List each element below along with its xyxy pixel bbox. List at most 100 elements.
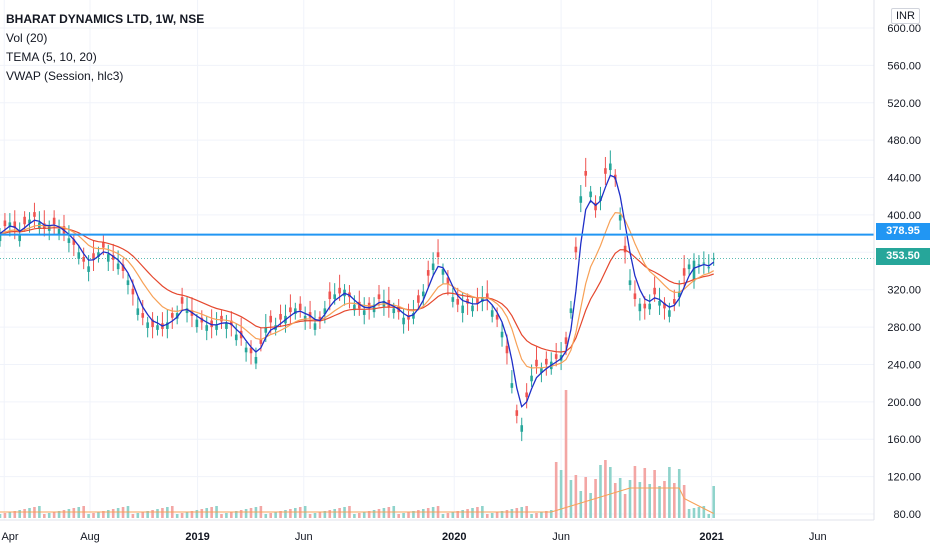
volume-bar: [677, 469, 681, 518]
volume-bar: [545, 511, 548, 518]
candle-body: [505, 345, 509, 354]
volume-bar: [589, 493, 592, 518]
volume-bar: [584, 477, 588, 518]
candle-body: [3, 220, 7, 227]
candle-body: [166, 322, 169, 329]
candle-body: [663, 302, 666, 309]
volume-bar: [456, 511, 460, 518]
candle-body: [13, 221, 17, 229]
volume-bar: [230, 512, 233, 518]
candle-body: [269, 315, 273, 323]
candle-body: [495, 314, 499, 320]
volume-bar: [451, 512, 455, 518]
volume-bar: [358, 513, 361, 518]
candle-body: [594, 202, 597, 211]
volume-bar: [161, 508, 164, 518]
candle-body: [170, 313, 174, 318]
candle-body: [520, 425, 524, 432]
horizontal-line-price-label: 378.95: [876, 223, 930, 240]
volume-bar: [111, 509, 115, 518]
candle-body: [215, 325, 218, 330]
volume-bar: [353, 514, 356, 518]
candle-body: [392, 308, 396, 314]
volume-bar: [382, 508, 386, 518]
y-tick-label: 120.00: [887, 472, 921, 484]
y-tick-label: 200.00: [887, 397, 921, 409]
volume-bar: [618, 478, 622, 518]
candle-body: [0, 233, 2, 242]
volume-bar: [643, 468, 647, 518]
last-close-price-label: 353.50: [876, 248, 930, 265]
volume-bar: [648, 484, 651, 518]
x-tick-label: Jun: [552, 531, 570, 543]
y-axis: 80.00 120.00 160.00 200.00 240.00 280.00 320.0…: [873, 0, 921, 521]
chart-legend: BHARAT DYNAMICS LTD, 1W, NSE Vol (20) TE…: [6, 10, 204, 86]
candle-body: [623, 245, 627, 253]
volume-bar: [92, 513, 95, 518]
candle-body: [653, 287, 656, 295]
candle-body: [618, 214, 622, 221]
candle-body: [510, 383, 514, 388]
volume-bar: [284, 510, 287, 518]
candle-body: [564, 337, 568, 344]
candle-body: [456, 299, 460, 305]
candle-body: [200, 317, 204, 323]
y-tick-label: 160.00: [887, 434, 921, 446]
candle-body: [446, 277, 450, 285]
volume-bar: [225, 513, 228, 518]
currency-badge[interactable]: INR: [891, 8, 920, 24]
candle-body: [402, 317, 405, 325]
volume-bar: [333, 509, 336, 518]
volume-bar: [3, 513, 7, 518]
volume-bar: [289, 509, 292, 518]
volume-bar: [638, 482, 642, 518]
candle-body: [82, 256, 85, 262]
candle-body: [692, 260, 696, 282]
volume-bar: [52, 512, 56, 518]
candle-body: [77, 252, 81, 259]
candle-body: [106, 254, 110, 262]
candle-body: [668, 310, 671, 317]
volume-bar: [338, 508, 341, 518]
candle-body: [313, 323, 317, 330]
candle-body: [323, 308, 327, 314]
volume-bar: [264, 514, 268, 518]
candle-body: [57, 228, 61, 235]
candle-body: [102, 242, 105, 248]
volume-bar: [249, 508, 253, 518]
volume-bar: [697, 507, 701, 518]
legend-title: BHARAT DYNAMICS LTD, 1W, NSE: [6, 12, 205, 26]
candle-body: [175, 313, 179, 319]
volume-bar: [569, 480, 573, 518]
candle-body: [431, 263, 435, 271]
volume-bar: [328, 510, 332, 518]
volume-bar: [412, 511, 415, 518]
volume-bar: [0, 514, 2, 518]
volume-bar: [67, 509, 71, 518]
candle-body: [72, 239, 76, 245]
candle-body: [702, 262, 706, 264]
candle-body: [461, 305, 464, 314]
volume-bar: [682, 485, 686, 518]
y-tick-label: 520.00: [887, 98, 921, 110]
volume-bar: [141, 512, 145, 518]
volume-bar: [18, 510, 21, 518]
volume-bar: [205, 508, 209, 518]
candle-body: [136, 308, 140, 315]
candle-body: [328, 291, 332, 300]
volume-bars: [0, 390, 715, 518]
candle-body: [205, 325, 209, 331]
volume-bar: [274, 512, 277, 518]
candle-body: [67, 238, 71, 243]
volume-bar: [102, 511, 105, 518]
volume-bar: [367, 511, 371, 518]
candle-body: [476, 297, 479, 304]
volume-bar: [500, 511, 504, 518]
candle-body: [180, 297, 184, 304]
candle-body: [481, 297, 484, 302]
volume-bar: [294, 508, 297, 518]
volume-bar: [372, 510, 376, 518]
candle-body: [407, 314, 410, 320]
candle-body: [638, 303, 642, 312]
